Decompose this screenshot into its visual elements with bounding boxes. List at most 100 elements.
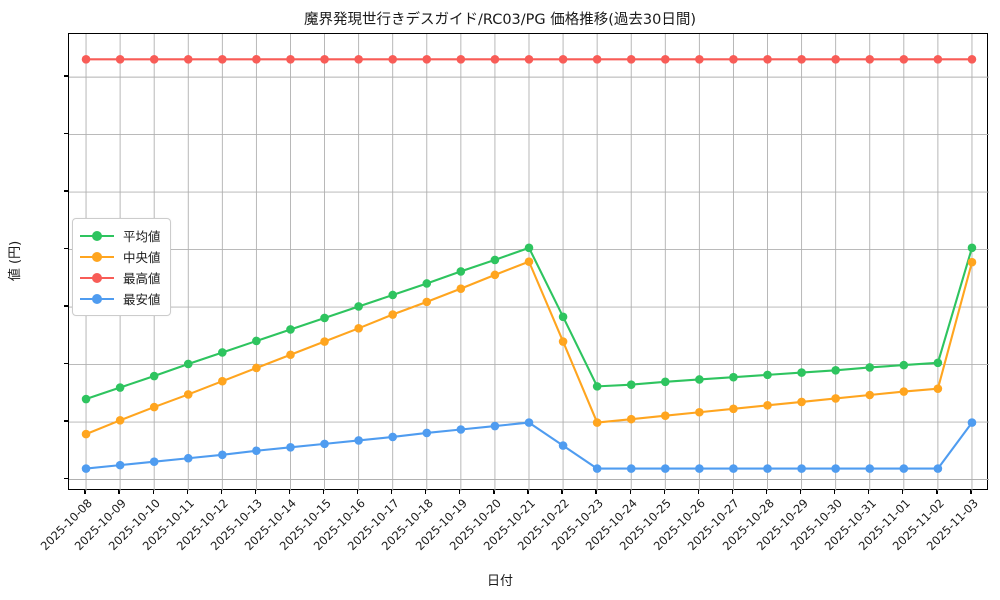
data-point	[763, 370, 772, 380]
y-axis-tick-mark	[64, 75, 68, 77]
x-axis-tick-mark	[118, 490, 120, 494]
data-point	[592, 418, 602, 427]
data-point	[899, 387, 909, 396]
x-axis-tick-mark	[152, 490, 154, 494]
x-axis-tick-mark	[970, 490, 972, 494]
chart-title: 魔界発現世行きデスガイド/RC03/PG 価格推移(過去30日間)	[303, 12, 697, 28]
legend-label: 最高値	[123, 271, 161, 286]
legend-marker-icon	[80, 230, 114, 242]
data-point	[388, 310, 398, 319]
data-point	[763, 54, 772, 64]
y-axis-tick-mark	[64, 305, 68, 307]
data-point	[490, 270, 500, 280]
data-point	[729, 404, 738, 414]
legend-item-1[interactable]: 平均値	[80, 225, 161, 246]
x-axis-tick-mark	[356, 490, 359, 494]
data-point	[286, 443, 295, 452]
data-point	[524, 418, 534, 427]
data-point	[558, 441, 568, 450]
data-point	[660, 464, 670, 473]
x-axis-tick-mark	[322, 490, 325, 494]
data-point	[354, 54, 363, 64]
data-point	[354, 302, 363, 311]
data-point	[524, 54, 534, 64]
data-point	[388, 432, 398, 442]
y-axis-tick-mark	[64, 247, 68, 250]
data-point	[695, 407, 704, 417]
data-point	[967, 243, 977, 253]
data-point	[933, 358, 943, 368]
x-axis-tick-mark	[84, 490, 86, 494]
x-axis-tick-mark	[220, 490, 222, 494]
data-point	[422, 297, 432, 307]
data-point	[422, 428, 432, 438]
data-point	[729, 54, 738, 64]
data-point	[831, 394, 840, 403]
data-point	[933, 54, 943, 64]
data-point	[695, 54, 704, 64]
series-line-2	[84, 260, 974, 436]
data-point	[797, 464, 806, 473]
data-point	[558, 337, 568, 346]
data-point	[115, 415, 125, 425]
data-series-layer	[81, 54, 977, 473]
data-point	[797, 54, 806, 64]
data-point	[183, 390, 193, 399]
data-point	[183, 453, 193, 463]
data-point	[218, 348, 227, 357]
data-point	[660, 377, 670, 387]
data-point	[81, 464, 91, 473]
data-point	[626, 380, 636, 389]
data-point	[933, 384, 943, 393]
y-axis-label: 値 (円)	[8, 240, 23, 282]
plot-area	[68, 33, 989, 491]
x-axis-tick-mark	[765, 490, 768, 494]
data-point	[286, 350, 295, 360]
data-point	[456, 425, 466, 434]
data-point	[660, 411, 670, 420]
data-point	[660, 54, 670, 64]
data-point	[456, 267, 466, 276]
legend-item-4[interactable]: 最安値	[80, 288, 161, 309]
data-point	[388, 290, 398, 300]
x-axis-tick-mark	[186, 490, 188, 494]
legend-marker-icon	[80, 251, 114, 263]
y-axis-tick-mark	[64, 477, 68, 480]
data-point	[763, 401, 772, 410]
y-axis-tick-mark	[64, 362, 68, 365]
data-point	[865, 363, 875, 372]
data-point	[252, 446, 261, 456]
data-point	[695, 464, 704, 473]
x-axis-tick-mark	[902, 490, 904, 494]
data-point	[695, 375, 704, 384]
x-axis-tick-mark	[254, 490, 257, 494]
data-point	[592, 464, 602, 473]
data-point	[899, 360, 909, 370]
data-point	[865, 54, 875, 64]
y-axis-tick-mark	[64, 190, 68, 192]
x-axis-tick-mark	[799, 490, 802, 494]
data-point	[967, 257, 977, 267]
data-point	[490, 421, 500, 431]
legend-item-3[interactable]: 最高値	[80, 267, 161, 288]
data-point	[490, 255, 500, 265]
data-point	[286, 325, 295, 334]
data-point	[831, 464, 840, 473]
data-point	[252, 336, 261, 346]
x-axis-label: 日付	[486, 574, 513, 589]
x-axis-tick-mark	[391, 490, 393, 494]
legend-label: 平均値	[123, 229, 161, 244]
x-axis-tick-mark	[493, 490, 495, 494]
x-axis-tick-mark	[697, 490, 700, 494]
data-point	[797, 397, 806, 407]
data-point	[320, 337, 329, 346]
legend-item-2[interactable]: 中央値	[80, 246, 161, 267]
data-point	[115, 460, 125, 470]
data-point	[490, 54, 500, 64]
data-point	[354, 436, 363, 445]
data-point	[456, 54, 466, 64]
legend-label: 中央値	[123, 250, 161, 265]
x-axis-tick-mark	[663, 490, 665, 494]
data-point	[626, 464, 636, 473]
data-point	[797, 368, 806, 377]
